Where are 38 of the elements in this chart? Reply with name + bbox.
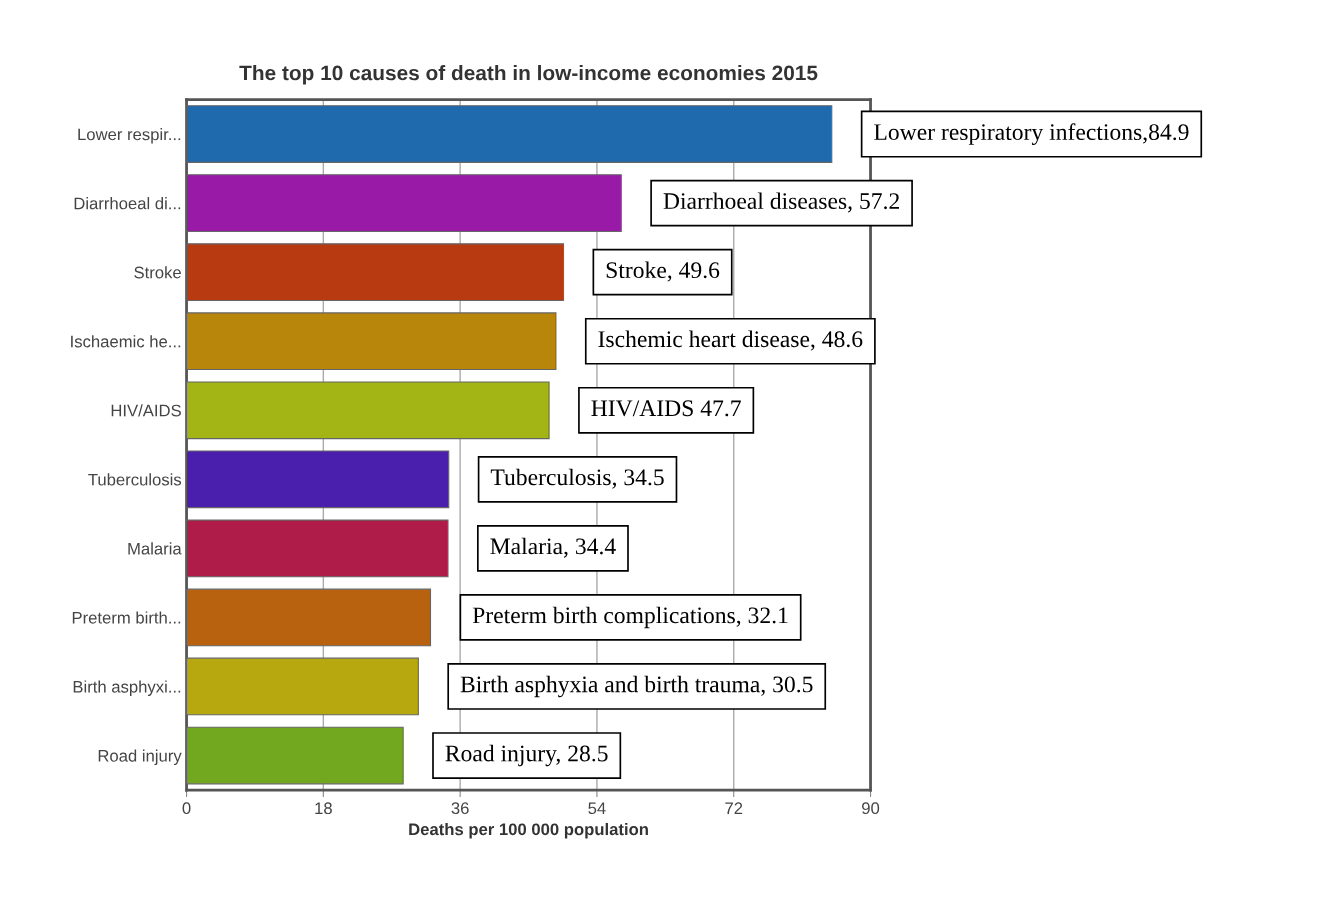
- data-label: Diarrhoeal diseases, 57.2: [663, 192, 899, 213]
- bar: [186, 243, 565, 302]
- x-tick-label: 54: [588, 802, 606, 815]
- data-label: Tuberculosis, 34.5: [490, 468, 664, 489]
- data-label: Lower respiratory infections,84.9: [874, 123, 1189, 145]
- x-tick-label: 36: [451, 802, 469, 815]
- bar: [186, 726, 404, 785]
- data-label: Stroke, 49.6: [606, 261, 720, 282]
- bar: [186, 381, 550, 440]
- x-tick-label: 0: [182, 802, 191, 815]
- y-tick-label: Birth asphyxi...: [73, 680, 181, 696]
- y-tick-label: HIV/AIDS: [111, 404, 181, 417]
- data-label: Birth asphyxia and birth trauma, 30.5: [460, 675, 813, 698]
- y-tick-label: Stroke: [134, 266, 181, 279]
- bar: [186, 105, 833, 163]
- bar: [186, 312, 557, 371]
- x-tick-label: 18: [315, 802, 332, 815]
- x-axis-title: Deaths per 100 000 population: [409, 822, 648, 839]
- data-label: Malaria, 34.4: [490, 537, 616, 558]
- data-label: Ischemic heart disease, 48.6: [598, 330, 863, 351]
- y-tick-label: Malaria: [128, 542, 182, 555]
- bar: [186, 450, 450, 509]
- data-label: HIV/AIDS 47.7: [591, 400, 741, 417]
- bar: [186, 174, 622, 232]
- chart-title: The top 10 causes of death in low-income economies 2015: [239, 65, 818, 85]
- y-tick-label: Lower respir...: [78, 128, 181, 144]
- y-tick-label: Tuberculosis: [88, 473, 182, 486]
- x-tick-label: 90: [862, 802, 880, 815]
- data-label: Preterm birth complications, 32.1: [472, 606, 788, 629]
- x-tick-label: 72: [725, 802, 743, 814]
- bar: [186, 588, 432, 647]
- y-tick-label: Diarrhoeal di...: [74, 197, 181, 210]
- y-tick-label: Road injury: [98, 749, 182, 766]
- y-tick-label: Preterm birth...: [72, 611, 181, 624]
- bar: [186, 657, 419, 716]
- data-label: Road injury, 28.5: [445, 744, 608, 767]
- bar: [186, 519, 449, 578]
- y-tick-label: Ischaemic he...: [71, 335, 181, 348]
